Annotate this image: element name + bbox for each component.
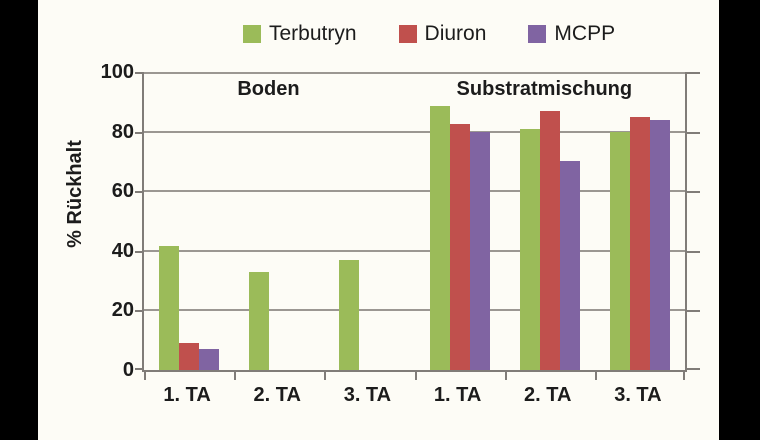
bar-terbutryn-cat4: [429, 106, 450, 370]
y-tick-right-100: [687, 72, 700, 74]
x-tick-2: [324, 372, 327, 380]
y-tick-label-100: 100: [100, 61, 134, 83]
bar-mcpp-cat6: [649, 119, 670, 370]
legend-label-terbutryn: Terbutryn: [269, 22, 357, 45]
gridline-60: [144, 190, 685, 193]
legend: Terbutryn Diuron MCPP: [243, 22, 615, 46]
plot-area: Boden Substratmischung: [135, 72, 700, 380]
bar-diuron-cat1: [179, 343, 200, 370]
x-tick-label-1: 1. TA: [163, 384, 211, 406]
bar-mcpp-cat1: [199, 349, 220, 370]
y-tick-right-0: [687, 368, 700, 370]
y-tick-right-80: [687, 131, 700, 134]
bar-terbutryn-cat5: [519, 128, 540, 370]
bar-terbutryn-cat3: [339, 259, 360, 370]
gridline-20: [144, 309, 685, 312]
x-tick-1: [234, 372, 237, 380]
y-tick-left-20: [135, 310, 142, 313]
legend-item-mcpp: MCPP: [528, 22, 615, 46]
y-tick-label-20: 20: [111, 299, 134, 322]
bar-terbutryn-cat6: [609, 131, 630, 370]
y-axis-title: % Rückhalt: [64, 140, 86, 248]
x-tick-6: [683, 372, 685, 380]
y-tick-label-0: 0: [122, 359, 134, 381]
x-tick-label-3: 3. TA: [343, 384, 392, 406]
x-tick-3: [414, 372, 417, 380]
bar-mcpp-cat5: [559, 161, 580, 370]
x-tick-0: [144, 372, 146, 380]
terbutryn-swatch-icon: [243, 25, 261, 43]
y-tick-label-80: 80: [111, 120, 134, 143]
chart-canvas: Terbutryn Diuron MCPP % Rückhalt 0 20 40 60…: [38, 0, 719, 440]
x-tick-label-4: 1. TA: [433, 384, 482, 406]
diuron-swatch-icon: [398, 25, 417, 43]
bar-terbutryn-cat1: [159, 246, 180, 370]
letterbox-left: [0, 0, 38, 440]
x-tick-label-6: 3. TA: [614, 384, 662, 406]
y-tick-left-40: [135, 250, 142, 253]
y-tick-label-60: 60: [111, 180, 134, 203]
y-tick-right-40: [687, 250, 700, 253]
x-tick-5: [594, 372, 597, 380]
legend-item-terbutryn: Terbutryn: [243, 22, 357, 46]
bar-diuron-cat6: [629, 116, 650, 370]
mcpp-swatch-icon: [528, 25, 547, 43]
gridline-80: [144, 130, 685, 133]
y-tick-right-60: [687, 191, 700, 194]
gridline-100: [144, 72, 685, 74]
letterbox-right: [719, 0, 760, 440]
x-tick-label-5: 2. TA: [524, 384, 572, 406]
x-tick-label-2: 2. TA: [253, 384, 301, 406]
group-label-0: Boden: [237, 78, 300, 100]
bar-terbutryn-cat2: [249, 271, 270, 370]
legend-item-diuron: Diuron: [398, 22, 487, 46]
legend-label-mcpp: MCPP: [554, 22, 616, 45]
y-tick-left-60: [135, 191, 142, 194]
bar-diuron-cat5: [539, 110, 560, 370]
y-tick-left-100: [135, 72, 142, 74]
bar-mcpp-cat4: [469, 131, 490, 370]
y-tick-left-0: [135, 368, 142, 370]
gridline-40: [144, 249, 685, 252]
y-tick-label-40: 40: [111, 239, 134, 262]
x-tick-4: [504, 372, 507, 380]
group-label-1: Substratmischung: [456, 78, 633, 100]
y-tick-left-80: [135, 131, 142, 134]
legend-label-diuron: Diuron: [424, 22, 487, 45]
y-tick-right-20: [687, 310, 700, 313]
bar-diuron-cat4: [449, 124, 470, 370]
